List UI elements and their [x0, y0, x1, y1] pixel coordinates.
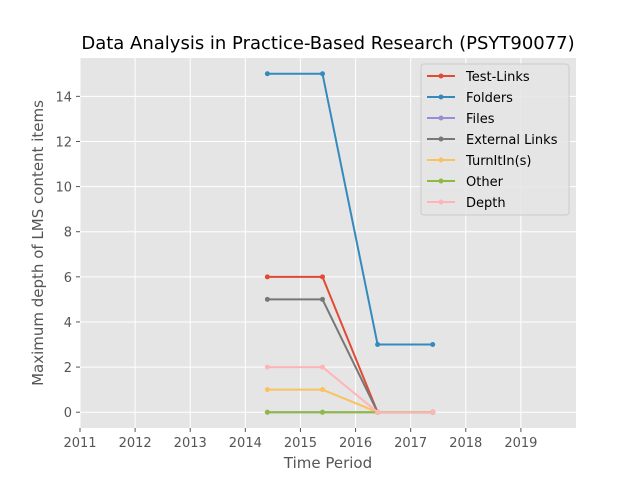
series-line-folders: [267, 72, 433, 346]
data-point-other: [319, 409, 325, 415]
x-tick-label: 2017: [394, 436, 427, 451]
data-point-external-links: [319, 296, 325, 302]
y-tick-label: 2: [64, 361, 72, 376]
legend-box: [420, 63, 570, 216]
legend-marker-turnitin-s: [438, 157, 444, 163]
y-axis-label: Maximum depth of LMS content items: [29, 100, 47, 386]
legend-label-turnitin-s: TurnItIn(s): [465, 154, 531, 169]
data-point-folders: [375, 342, 381, 348]
data-point-depth: [375, 409, 381, 415]
legend-label-test-links: Test-Links: [465, 70, 530, 85]
series-lines: [264, 71, 436, 415]
legend-marker-other: [438, 178, 444, 184]
y-tick-label: 14: [55, 90, 72, 105]
data-point-folders: [264, 71, 270, 77]
y-tick-label: 10: [55, 181, 72, 196]
legend-marker-external-links: [438, 136, 444, 142]
y-tick-label: 6: [64, 271, 72, 286]
data-point-external-links: [264, 296, 270, 302]
data-point-turnitin-s: [319, 387, 325, 393]
data-point-turnitin-s: [264, 387, 270, 393]
x-axis-ticks: 2011 2012 2013 2014 2015 2016 2017 2018 2019: [63, 428, 537, 451]
data-point-depth: [430, 409, 436, 415]
y-tick-label: 8: [64, 226, 72, 241]
legend: Test-Links Folders Files External Links Turn…: [420, 63, 570, 216]
y-tick-label: 0: [64, 406, 72, 421]
x-tick-label: 2014: [229, 436, 262, 451]
legend-marker-folders: [438, 94, 444, 100]
legend-label-folders: Folders: [466, 91, 513, 106]
x-tick-label: 2011: [63, 436, 96, 451]
series-line-depth: [267, 366, 433, 414]
legend-label-external-links: External Links: [466, 133, 558, 148]
data-point-test-links: [319, 274, 325, 280]
x-tick-label: 2018: [449, 436, 482, 451]
y-tick-label: 4: [64, 316, 72, 331]
data-point-test-links: [264, 274, 270, 280]
data-point-other: [264, 409, 270, 415]
data-point-folders: [319, 71, 325, 77]
x-tick-label: 2013: [174, 436, 207, 451]
legend-marker-files: [438, 115, 444, 121]
x-axis-label: Time Period: [283, 454, 372, 472]
data-point-folders: [430, 342, 436, 348]
x-tick-label: 2019: [504, 436, 537, 451]
legend-marker-test-links: [438, 73, 444, 79]
x-tick-label: 2016: [339, 436, 372, 451]
legend-label-files: Files: [466, 112, 495, 127]
y-axis-ticks: 0 2 4 6 8 10 12 14: [55, 90, 80, 421]
data-point-depth: [264, 364, 270, 370]
legend-label-depth: Depth: [466, 196, 506, 211]
x-tick-label: 2015: [284, 436, 317, 451]
data-point-depth: [319, 364, 325, 370]
legend-marker-depth: [438, 199, 444, 205]
legend-label-other: Other: [466, 175, 504, 190]
x-tick-label: 2012: [119, 436, 152, 451]
chart-title: Data Analysis in Practice-Based Research…: [81, 33, 574, 54]
y-tick-label: 12: [55, 135, 72, 150]
